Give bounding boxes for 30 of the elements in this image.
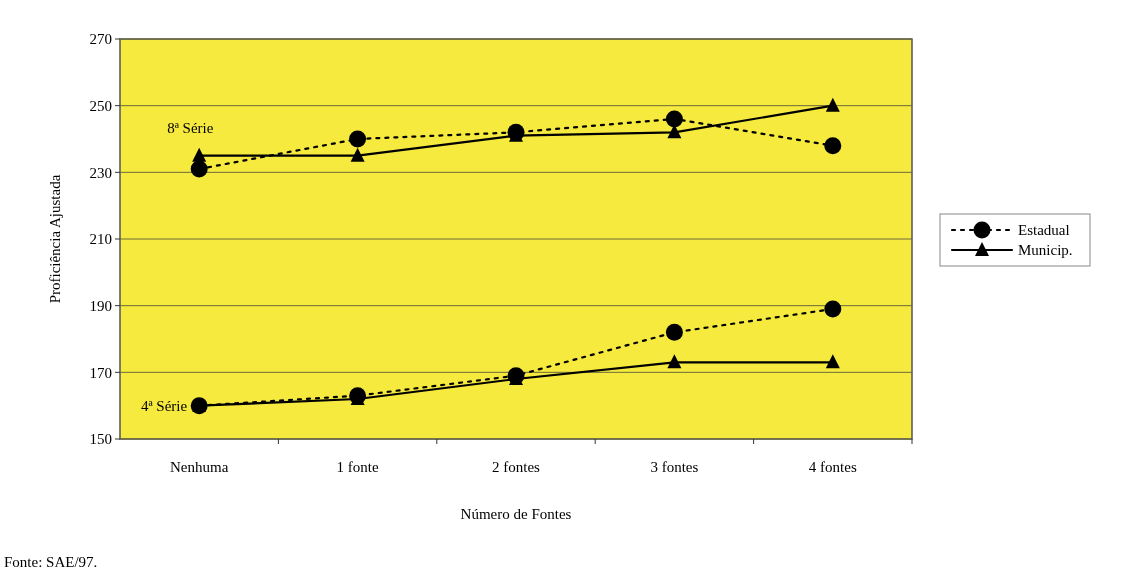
- x-tick-label: 3 fontes: [650, 459, 699, 475]
- point: [824, 300, 842, 318]
- source-note: Fonte: SAE/97.: [4, 554, 98, 570]
- x-axis-title: Número de Fontes: [460, 506, 572, 522]
- y-tick-label: 270: [89, 31, 112, 48]
- point: [192, 147, 207, 162]
- point: [824, 137, 842, 155]
- y-tick-label: 230: [89, 164, 112, 181]
- point: [665, 110, 683, 128]
- y-tick-label: 250: [89, 97, 112, 114]
- point: [665, 323, 683, 341]
- point: [350, 147, 365, 162]
- point: [825, 354, 840, 369]
- annotation: 8ª Série: [167, 119, 214, 136]
- y-tick-label: 150: [89, 431, 112, 448]
- point: [667, 354, 682, 369]
- y-tick-label: 170: [89, 364, 112, 381]
- x-tick-label: 1 fonte: [336, 459, 379, 475]
- x-tick-label: 2 fontes: [492, 459, 541, 475]
- point: [349, 130, 367, 148]
- legend-label: Municip.: [1018, 242, 1073, 259]
- annotation: 4ª Série: [140, 397, 188, 414]
- x-tick-label: Nenhuma: [170, 459, 229, 475]
- point: [825, 97, 840, 112]
- point: [190, 160, 208, 178]
- y-tick-label: 210: [89, 231, 112, 248]
- y-tick-label: 190: [89, 297, 112, 314]
- legend-label: Estadual: [1018, 222, 1070, 239]
- x-tick-label: 4 fontes: [808, 459, 857, 475]
- y-axis-title: Proficiência Ajustada: [47, 174, 63, 304]
